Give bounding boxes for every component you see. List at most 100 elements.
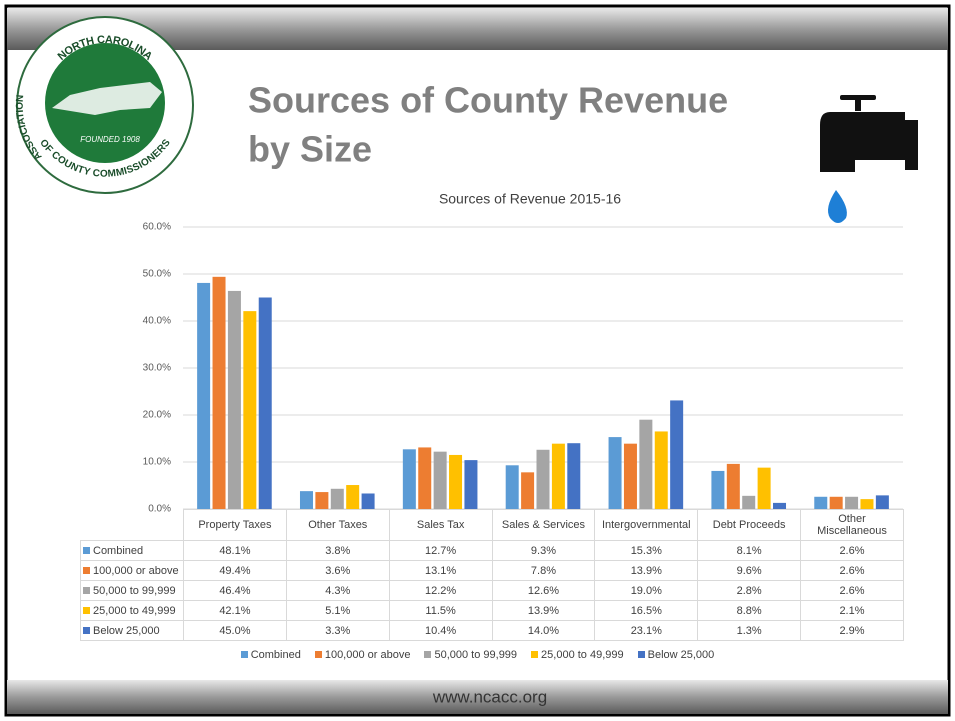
- x-tick-label: Property Taxes: [183, 509, 287, 541]
- slide-border: [4, 4, 951, 717]
- value-label: 2.6%: [800, 560, 904, 581]
- bar: [433, 451, 447, 509]
- table-corner: [80, 509, 184, 541]
- value-label: 19.0%: [594, 580, 699, 601]
- value-label: 13.9%: [491, 600, 596, 621]
- bar: [402, 449, 416, 509]
- value-label: 46.4%: [183, 580, 287, 601]
- bar: [551, 443, 565, 509]
- bar: [608, 437, 622, 509]
- value-label: 15.3%: [594, 540, 699, 561]
- x-tick-label: Debt Proceeds: [697, 509, 802, 541]
- bar: [197, 282, 211, 509]
- data-table: Property Taxes Other Taxes Sales Tax Sales …: [80, 509, 904, 641]
- legend-swatch: [240, 651, 248, 658]
- value-label: 2.1%: [800, 600, 904, 621]
- bar: [654, 431, 668, 509]
- value-label: 12.6%: [491, 580, 596, 601]
- bar: [212, 276, 226, 509]
- bar: [670, 400, 684, 509]
- table-row: Below 25,000 45.0% 3.3% 10.4% 14.0% 23.1% 1.3%…: [80, 620, 904, 641]
- table-series-label: Below 25,000: [80, 620, 184, 641]
- legend-swatch: [424, 651, 432, 658]
- legend-item: 50,000 to 99,999: [424, 649, 517, 661]
- value-label: 2.9%: [800, 620, 904, 641]
- y-tick-label: 50.0%: [143, 269, 171, 280]
- table-row: 25,000 to 49,999 42.1% 5.1% 11.5% 13.9% 16.5%…: [80, 600, 904, 621]
- value-label: 9.3%: [491, 540, 596, 561]
- legend-swatch: [83, 566, 90, 574]
- bar: [521, 472, 535, 509]
- table-row: Combined 48.1% 3.8% 12.7% 9.3% 15.3% 8.1% 2.6%: [80, 540, 904, 561]
- value-label: 13.1%: [388, 560, 493, 581]
- slide-title: Sources of County Revenue: [248, 80, 728, 121]
- bar: [418, 447, 432, 509]
- bar: [315, 492, 329, 509]
- value-label: 45.0%: [183, 620, 287, 641]
- y-tick-label: 60.0%: [143, 222, 171, 233]
- value-label: 3.6%: [285, 560, 390, 581]
- legend-label: 25,000 to 49,999: [541, 649, 624, 661]
- legend-item: 100,000 or above: [314, 649, 410, 661]
- bar: [742, 495, 756, 509]
- legend-swatch: [83, 546, 90, 554]
- value-label: 12.2%: [388, 580, 493, 601]
- value-label: 2.6%: [800, 580, 904, 601]
- slide-title: by Size: [248, 129, 372, 170]
- legend-label: 50,000 to 99,999: [434, 649, 518, 661]
- value-label: 23.1%: [594, 620, 699, 641]
- y-tick-label: 0.0%: [148, 504, 171, 515]
- x-tick-label: Sales Tax: [388, 509, 493, 541]
- value-label: 3.8%: [285, 540, 390, 561]
- value-label: 14.0%: [491, 620, 596, 641]
- bar: [567, 443, 581, 509]
- legend-swatch: [637, 651, 645, 658]
- table-header-row: Property Taxes Other Taxes Sales Tax Sales …: [80, 509, 904, 541]
- legend-swatch: [531, 651, 539, 658]
- legend-swatch: [83, 586, 90, 594]
- legend-item: Below 25,000: [637, 649, 714, 661]
- value-label: 4.3%: [285, 580, 390, 601]
- bar: [726, 463, 740, 509]
- footer-url: www.ncacc.org: [432, 687, 547, 706]
- table-series-label: 100,000 or above: [80, 560, 184, 581]
- value-label: 5.1%: [285, 600, 390, 621]
- legend-item: Combined: [240, 649, 301, 661]
- chart-title: Sources of Revenue 2015-16: [439, 191, 621, 207]
- bar: [464, 460, 478, 509]
- value-label: 9.6%: [697, 560, 802, 581]
- value-label: 8.8%: [697, 600, 802, 621]
- bar: [875, 495, 889, 509]
- x-tick-label: Intergovernmental: [594, 509, 699, 541]
- bar: [227, 290, 241, 509]
- table-row: 100,000 or above 49.4% 3.6% 13.1% 7.8% 13.9% 9…: [80, 560, 904, 581]
- bar: [330, 488, 344, 509]
- bar: [711, 470, 725, 509]
- bar: [757, 467, 771, 509]
- series-name: 25,000 to 49,999: [93, 604, 176, 617]
- value-label: 49.4%: [183, 560, 287, 581]
- value-label: 3.3%: [285, 620, 390, 641]
- footer-bar: [7, 680, 948, 714]
- bar: [361, 493, 375, 509]
- bar: [860, 499, 874, 509]
- bar: [346, 485, 360, 509]
- value-label: 2.8%: [697, 580, 802, 601]
- value-label: 12.7%: [388, 540, 493, 561]
- legend-swatch: [83, 606, 90, 614]
- faucet-icon: [820, 95, 918, 223]
- table-series-label: Combined: [80, 540, 184, 561]
- y-tick-label: 10.0%: [143, 457, 171, 468]
- x-tick-label: Sales & Services: [491, 509, 596, 541]
- y-tick-label: 20.0%: [143, 410, 171, 421]
- legend-label: Combined: [250, 649, 301, 661]
- y-tick-label: 30.0%: [143, 363, 171, 374]
- value-label: 11.5%: [388, 600, 493, 621]
- table-series-label: 25,000 to 49,999: [80, 600, 184, 621]
- bar: [258, 297, 272, 509]
- value-label: 1.3%: [697, 620, 802, 641]
- bar: [814, 496, 828, 509]
- bar: [639, 419, 653, 509]
